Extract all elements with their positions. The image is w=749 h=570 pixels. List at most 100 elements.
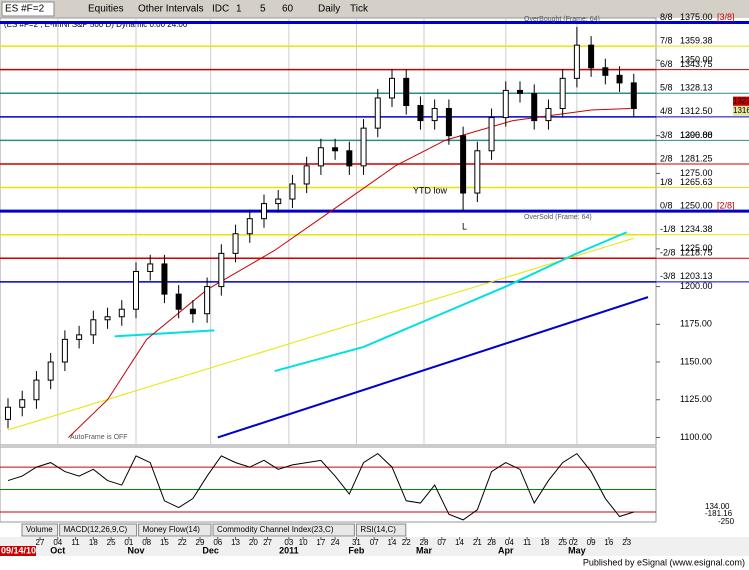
date-axis xyxy=(0,537,749,556)
x-tick-label: 20 xyxy=(249,538,258,547)
x-tick-label: 22 xyxy=(402,538,411,547)
x-tick-label: 07 xyxy=(370,538,379,547)
tab[interactable] xyxy=(59,523,138,537)
x-tick-label: 09 xyxy=(587,538,596,547)
x-tick-label: 21 xyxy=(473,538,482,547)
toolbar-item[interactable]: 60 xyxy=(282,4,294,15)
annotation: OverBought (Frame: 64) xyxy=(524,16,600,23)
candle-body xyxy=(147,263,154,272)
x-tick-label: 22 xyxy=(178,538,187,547)
annotation: L xyxy=(462,221,467,231)
murrey-value: 1328.13 xyxy=(680,83,713,93)
x-major-label: 2011 xyxy=(279,545,299,555)
cci-tag: 134.00 xyxy=(705,502,730,511)
tab[interactable] xyxy=(355,523,407,537)
price-plot xyxy=(0,18,656,445)
tab[interactable] xyxy=(138,523,212,537)
murrey-label: -1/8 xyxy=(660,224,676,234)
price-panel xyxy=(0,17,657,446)
toolbar xyxy=(0,0,749,18)
chart-title: (ES #F=2 , E-MINI S&P 500 D) Dynamic 0:0… xyxy=(4,20,188,29)
toolbar-item[interactable]: 1 xyxy=(236,4,242,15)
candle-body xyxy=(317,147,324,167)
tab[interactable] xyxy=(21,523,59,537)
candle-body xyxy=(474,150,481,194)
overlay-line xyxy=(217,296,649,439)
murrey-value: 1312.50 xyxy=(680,106,713,116)
candle-body xyxy=(61,338,68,363)
candle-body xyxy=(573,44,580,79)
candle-body xyxy=(275,198,282,205)
x-tick-label: 13 xyxy=(231,538,240,547)
tab-label[interactable]: Volume xyxy=(26,525,53,534)
toolbar-item[interactable]: Equities xyxy=(88,4,124,15)
candle-body xyxy=(246,218,253,235)
murrey-label: 8/8 xyxy=(660,12,673,22)
toolbar-item[interactable]: Daily xyxy=(318,4,340,15)
candle-body xyxy=(460,135,467,194)
murrey-value: 1265.63 xyxy=(680,177,713,187)
x-tick-label: 27 xyxy=(36,538,45,547)
candle-body xyxy=(161,263,168,295)
toolbar-item[interactable]: Other Intervals xyxy=(138,4,204,15)
symbol-box[interactable] xyxy=(1,1,55,17)
candle-body xyxy=(431,108,438,122)
toolbar-item[interactable]: 5 xyxy=(260,4,266,15)
candle-body xyxy=(445,108,452,137)
y-tick-label: 1150.00 xyxy=(680,356,712,366)
cci-tag: -250 xyxy=(718,517,735,526)
candle-body xyxy=(602,67,609,76)
toolbar-item[interactable]: Tick xyxy=(350,4,369,15)
y-tick-label: 1200.00 xyxy=(680,281,713,291)
murrey-label: 1/8 xyxy=(660,177,673,187)
tab-label[interactable]: Commodity Channel Index(23,C) xyxy=(217,525,334,534)
x-tick-label: 23 xyxy=(622,538,631,547)
toolbar-item[interactable]: IDC xyxy=(212,4,229,15)
tab[interactable] xyxy=(212,523,355,537)
x-tick-label: 10 xyxy=(299,538,308,547)
murrey-label: 4/8 xyxy=(660,106,673,116)
overlay-line xyxy=(274,231,628,373)
candle-body xyxy=(374,97,381,129)
murrey-label: 7/8 xyxy=(660,35,673,45)
tab-label[interactable]: MACD(12,26,9,C) xyxy=(64,525,128,534)
murrey-value: 1203.13 xyxy=(680,271,713,281)
candle-body xyxy=(5,406,11,420)
x-tick-label: 08 xyxy=(142,538,151,547)
x-tick-label: 29 xyxy=(196,538,205,547)
x-tick-label: 27 xyxy=(263,538,272,547)
murrey-label: -3/8 xyxy=(660,271,676,281)
symbol[interactable]: ES #F=2 xyxy=(5,4,45,15)
price-tag-label: 1322.59 xyxy=(733,97,749,106)
candle-body xyxy=(346,150,353,167)
price-tag xyxy=(733,105,749,116)
candle-body xyxy=(118,308,125,318)
tab-label[interactable]: Money Flow(14) xyxy=(143,525,201,534)
x-tick-label: 18 xyxy=(540,538,549,547)
y-tick-label: 1125.00 xyxy=(680,394,712,404)
x-tick-label: 06 xyxy=(213,538,222,547)
candle-body xyxy=(204,286,211,315)
annotation: OverSold (Frame: 64) xyxy=(524,214,592,221)
x-tick-label: 31 xyxy=(352,538,361,547)
price-tag xyxy=(733,96,749,107)
y-tick-label: 1100.00 xyxy=(680,432,712,442)
cci-panel xyxy=(0,446,657,523)
x-tick-label: 04 xyxy=(53,538,62,547)
x-tick-label: 17 xyxy=(316,538,325,547)
murrey-value: 1375.00 xyxy=(680,12,713,22)
x-tick-label: 15 xyxy=(160,538,169,547)
candle-body xyxy=(517,89,523,94)
candle-body xyxy=(488,117,495,152)
candle-body xyxy=(403,77,410,107)
x-major-label: Mar xyxy=(416,545,433,555)
x-tick-label: 11 xyxy=(71,538,80,547)
murrey-value: 1234.38 xyxy=(680,224,713,234)
tab-label[interactable]: RSI(14,C) xyxy=(360,525,396,534)
x-tick-label: 04 xyxy=(505,538,514,547)
murrey-value: 1296.88 xyxy=(680,130,713,140)
murrey-label: 2/8 xyxy=(660,153,673,163)
footer: Published by eSignal (www.esignal.com) xyxy=(583,557,745,567)
